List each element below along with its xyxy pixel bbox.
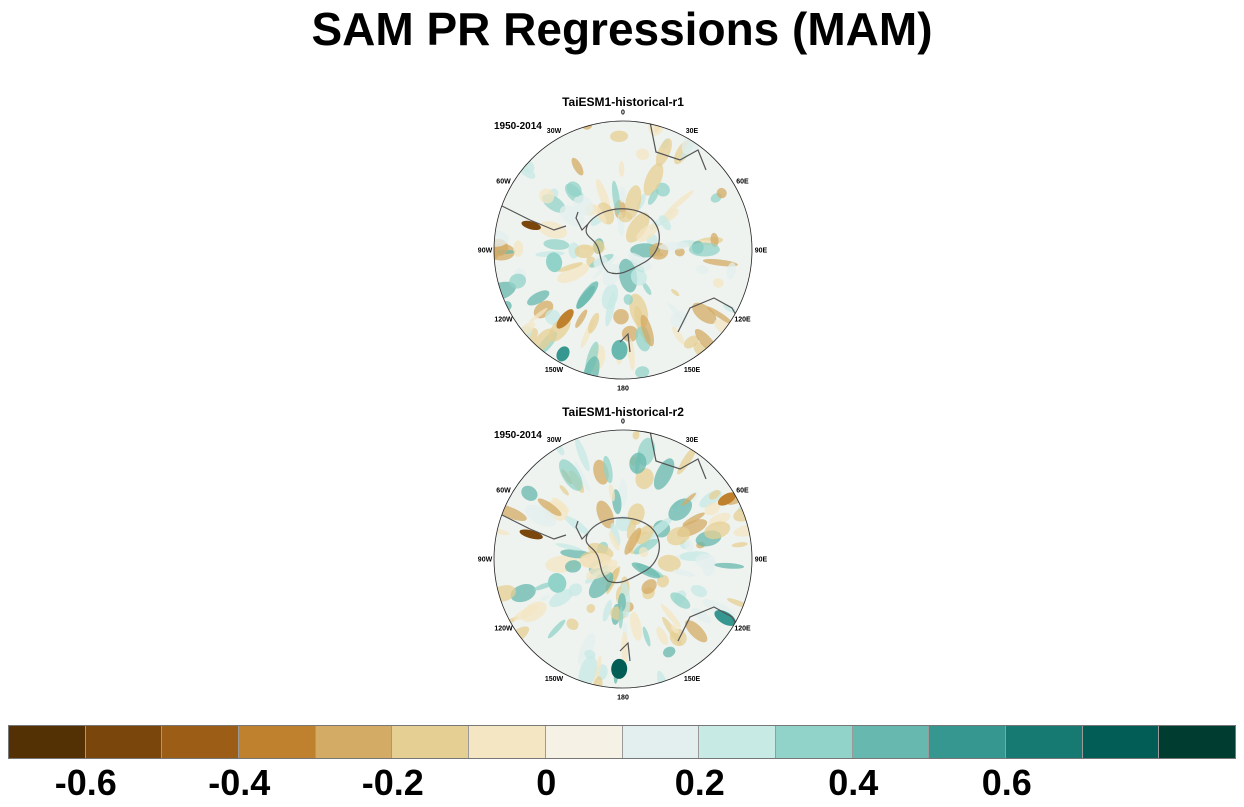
longitude-label: 30W [547,128,562,135]
colorbar-swatch [545,726,623,758]
longitude-label: 180 [617,386,629,393]
longitude-label: 60W [496,488,511,495]
page-title: SAM PR Regressions (MAM) [311,3,933,55]
panel-title-r2: TaiESM1-historical-r2 [562,405,684,419]
polar-map-r2: 0 30E 60E 90E 120E 150E 180 150W 120W 90W 60W 30W [478,419,768,702]
longitude-label: 60E [736,179,749,186]
precip-field [494,430,752,688]
colorbar-swatch [699,726,776,758]
longitude-label: 0 [621,419,625,426]
coastline [497,430,741,662]
colorbar-swatch [85,726,163,758]
colorbar-tick-label: -0.2 [361,762,424,803]
longitude-label: 30E [686,437,699,444]
colorbar-tick-label: 0.6 [981,762,1032,803]
colorbar-swatch [315,726,393,758]
colorbar-swatch [929,726,1006,758]
longitude-label: 30W [547,437,562,444]
coastline [497,121,741,353]
longitude-label: 150E [684,676,701,683]
colorbar-swatch [852,726,930,758]
colorbar-tick-label: 0.4 [828,762,879,803]
longitude-label: 120W [494,317,513,324]
colorbar-swatch [1159,726,1235,758]
colorbar-swatch [9,726,86,758]
precip-field [494,121,752,379]
colorbar-swatch [1082,726,1160,758]
longitude-label: 90W [478,557,493,564]
longitude-label: 180 [617,695,629,702]
colorbar-swatch [1005,726,1083,758]
longitude-label: 150E [684,367,701,374]
period-label-r2: 1950-2014 [494,430,542,441]
longitude-label: 0 [621,110,625,117]
period-label-r1: 1950-2014 [494,121,542,132]
colorbar-swatch [622,726,700,758]
longitude-label: 120W [494,626,513,633]
colorbar-swatch [469,726,546,758]
colorbar-tick-label: -0.6 [54,762,117,803]
colorbar-tick-label: 0.2 [674,762,725,803]
map-boundary [493,429,753,689]
colorbar-swatch [775,726,853,758]
longitude-label: 90E [755,557,768,564]
longitude-label: 30E [686,128,699,135]
longitude-label: 60W [496,179,511,186]
longitude-label: 120E [734,317,751,324]
colorbar [8,725,1236,759]
colorbar-tick-label: 0 [536,762,557,803]
polar-map-r1: 0 30E 60E 90E 120E 150E 180 150W 120W 90W 60W 30W [478,110,768,393]
panel-title-r1: TaiESM1-historical-r1 [562,95,684,109]
colorbar-tick-label: -0.4 [208,762,271,803]
longitude-label: 150W [545,676,564,683]
longitude-label: 150W [545,367,564,374]
longitude-label: 90E [755,248,768,255]
colorbar-swatch [162,726,240,758]
colorbar-swatch [392,726,470,758]
longitude-label: 120E [734,626,751,633]
map-boundary [493,120,753,380]
longitude-label: 60E [736,488,749,495]
longitude-label: 90W [478,248,493,255]
colorbar-swatch [239,726,316,758]
